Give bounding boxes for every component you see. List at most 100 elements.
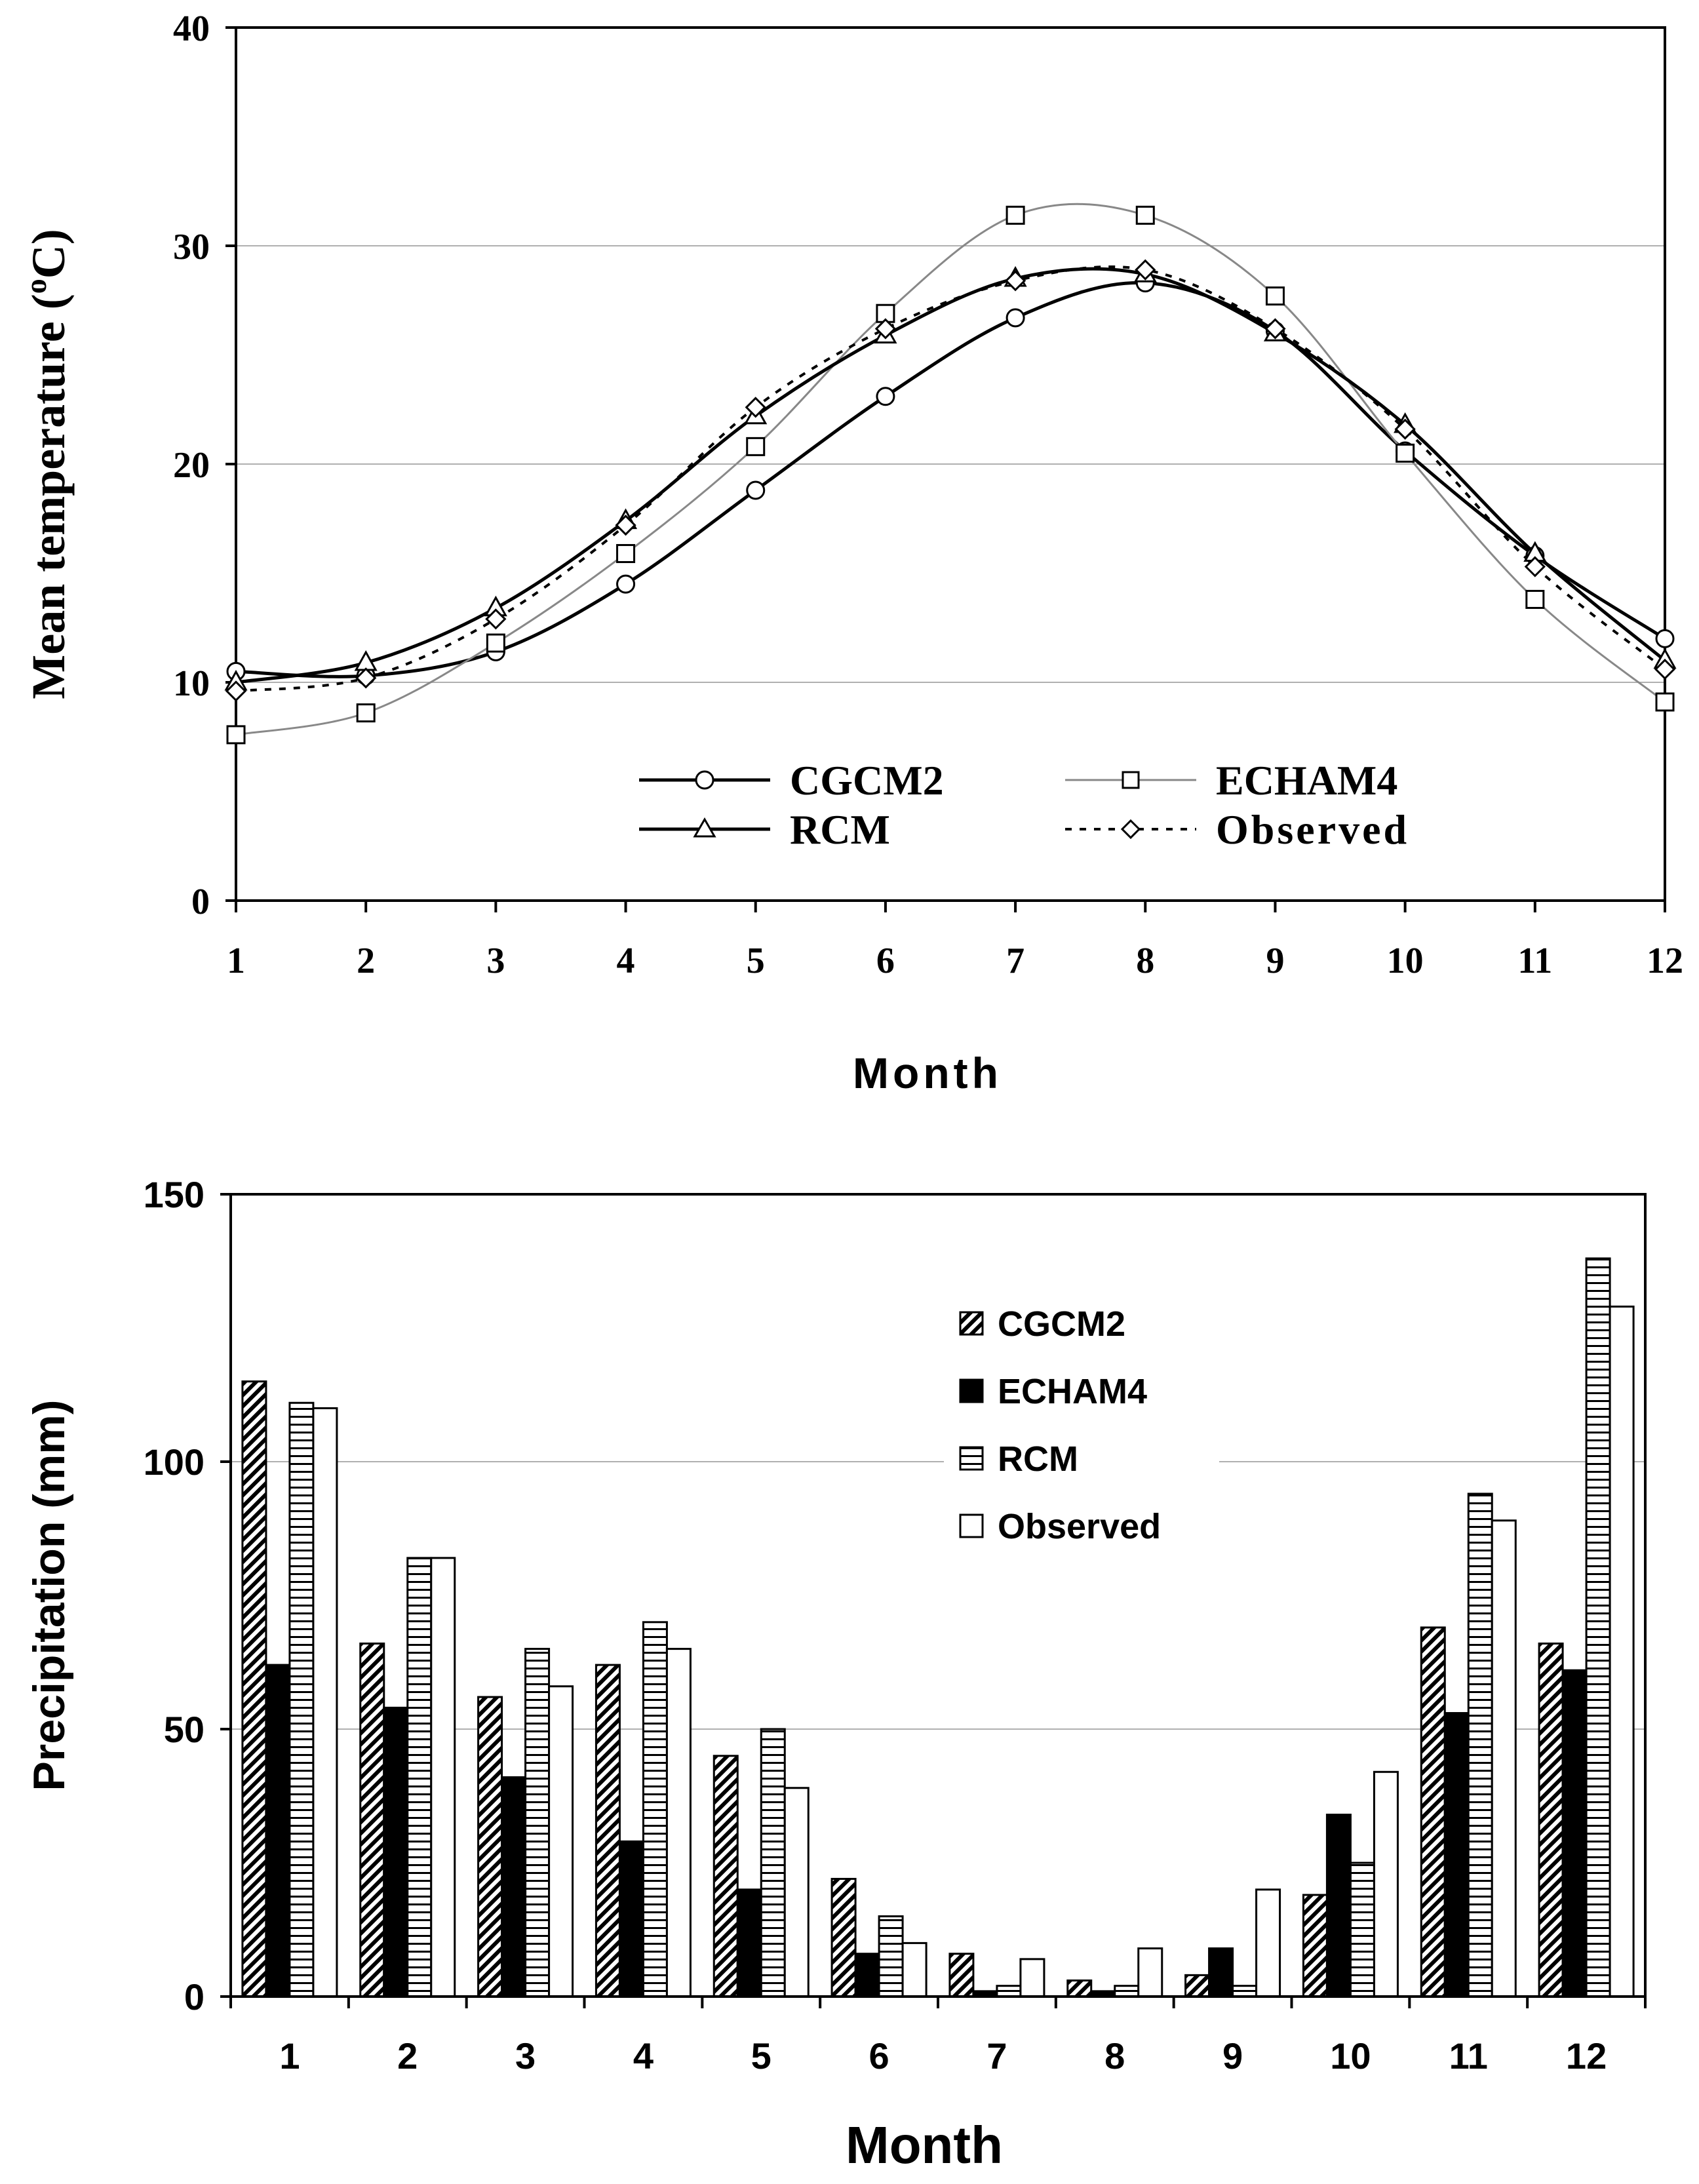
point-observed-6 <box>874 318 897 340</box>
bar-cgcm2-4 <box>595 1664 621 1998</box>
point-echam4-2 <box>356 703 376 723</box>
temperature-y-axis-label: Mean temperature (oC) <box>19 229 75 699</box>
circle-marker-icon <box>695 770 714 790</box>
point-observed-9 <box>1264 318 1286 340</box>
bar-echam4-1 <box>265 1664 291 1998</box>
temperature-legend: CGCM2 ECHAM4 RCM Observed <box>616 741 1468 885</box>
point-observed-3 <box>485 608 507 630</box>
point-cgcm2-12 <box>1655 629 1675 648</box>
precipitation-gridlines <box>231 1461 1645 1730</box>
x-tick-label: 6 <box>876 941 895 981</box>
x-tick-label: 8 <box>1136 941 1154 981</box>
x-tick-label: 7 <box>986 2035 1007 2077</box>
point-echam4-12 <box>1655 692 1675 712</box>
point-observed-5 <box>745 397 766 418</box>
bar-rcm-1 <box>288 1401 315 1998</box>
x-tick-label: 1 <box>279 2035 300 2077</box>
point-echam4-10 <box>1396 443 1415 463</box>
temperature-x-ticks: 1 2 3 4 5 6 7 8 9 10 11 12 <box>227 901 1683 981</box>
x-tick-label: 10 <box>1330 2035 1371 2077</box>
bar-observed-6 <box>901 1941 928 1998</box>
bar-rcm-6 <box>878 1915 904 1998</box>
y-tick-label: 20 <box>173 445 210 486</box>
point-observed-1 <box>225 680 247 702</box>
bar-observed-7 <box>1019 1958 1045 1998</box>
x-tick-label: 12 <box>1566 2035 1607 2077</box>
bar-rcm-3 <box>524 1648 551 1998</box>
bar-echam4-11 <box>1443 1712 1470 1998</box>
x-tick-label: 5 <box>747 941 765 981</box>
point-echam4-7 <box>1006 205 1025 225</box>
bar-observed-9 <box>1255 1888 1281 1998</box>
bar-rcm-7 <box>996 1985 1022 1998</box>
bar-echam4-4 <box>618 1840 644 1998</box>
bar-echam4-3 <box>501 1776 527 1998</box>
bar-cgcm2-10 <box>1302 1894 1328 1998</box>
legend-label-cgcm2: CGCM2 <box>998 1304 1125 1344</box>
precipitation-legend: CGCM2 ECHAM4 RCM Observed <box>944 1285 1219 1560</box>
legend-entry-rcm: RCM <box>639 806 890 853</box>
point-echam4-5 <box>746 437 766 456</box>
y-tick-label: 0 <box>191 882 210 922</box>
point-echam4-1 <box>226 725 246 745</box>
point-cgcm2-5 <box>746 480 766 500</box>
precipitation-legend-box <box>944 1285 1219 1560</box>
point-echam4-9 <box>1265 286 1285 306</box>
bar-cgcm2-6 <box>830 1877 857 1998</box>
temperature-series-lines <box>235 203 1666 736</box>
precipitation-bars <box>241 1257 1635 1998</box>
solid-swatch-icon <box>959 1378 984 1403</box>
y-tick-label: 100 <box>144 1441 205 1483</box>
bar-echam4-6 <box>854 1953 880 1998</box>
point-observed-8 <box>1135 259 1156 281</box>
x-tick-label: 7 <box>1006 941 1025 981</box>
temperature-series-markers <box>224 205 1677 745</box>
legend-label-rcm: RCM <box>790 806 890 853</box>
bar-rcm-12 <box>1585 1257 1611 1998</box>
bar-echam4-12 <box>1561 1669 1588 1998</box>
x-tick-label: 1 <box>227 941 245 981</box>
temperature-legend-box <box>616 741 1468 885</box>
point-cgcm2-4 <box>616 574 636 594</box>
x-tick-label: 8 <box>1104 2035 1125 2077</box>
point-observed-2 <box>355 667 377 689</box>
y-tick-label: 150 <box>144 1174 205 1215</box>
point-observed-7 <box>1004 270 1026 292</box>
x-tick-label: 11 <box>1449 2035 1488 2077</box>
point-echam4-8 <box>1135 205 1155 225</box>
x-tick-label: 2 <box>357 941 375 981</box>
x-tick-label: 6 <box>869 2035 889 2077</box>
legend-label-echam4: ECHAM4 <box>998 1372 1147 1411</box>
y-tick-label: 0 <box>184 1976 205 2018</box>
point-cgcm2-6 <box>876 387 895 406</box>
legend-label-rcm: RCM <box>998 1439 1078 1479</box>
legend-label-echam4: ECHAM4 <box>1216 757 1397 804</box>
bar-observed-8 <box>1137 1947 1163 1998</box>
bar-observed-1 <box>312 1407 338 1998</box>
legend-entry-cgcm2: CGCM2 <box>639 757 944 804</box>
legend-entry-echam4: ECHAM4 <box>959 1372 1147 1411</box>
bar-rcm-4 <box>642 1621 668 1998</box>
x-tick-label: 12 <box>1647 941 1683 981</box>
bar-observed-10 <box>1373 1770 1399 1998</box>
bar-echam4-9 <box>1208 1947 1234 1998</box>
legend-entry-echam4: ECHAM4 <box>1065 757 1397 804</box>
bar-cgcm2-3 <box>477 1696 503 1998</box>
diamond-marker-icon <box>1120 819 1141 840</box>
bar-cgcm2-12 <box>1538 1642 1564 1998</box>
x-tick-label: 9 <box>1222 2035 1243 2077</box>
x-tick-label: 11 <box>1517 941 1552 981</box>
bar-observed-4 <box>665 1648 692 1998</box>
y-tick-label: 10 <box>173 663 210 704</box>
legend-entry-observed: Observed <box>959 1507 1161 1546</box>
x-tick-label: 9 <box>1266 941 1284 981</box>
bar-echam4-5 <box>736 1888 762 1998</box>
bar-rcm-8 <box>1114 1985 1140 1998</box>
bar-rcm-10 <box>1349 1862 1375 1998</box>
square-marker-icon <box>1122 771 1140 789</box>
bar-cgcm2-9 <box>1184 1974 1211 1998</box>
x-tick-label: 5 <box>751 2035 771 2077</box>
series-line-observed <box>235 265 1666 693</box>
bar-cgcm2-7 <box>948 1953 975 1998</box>
